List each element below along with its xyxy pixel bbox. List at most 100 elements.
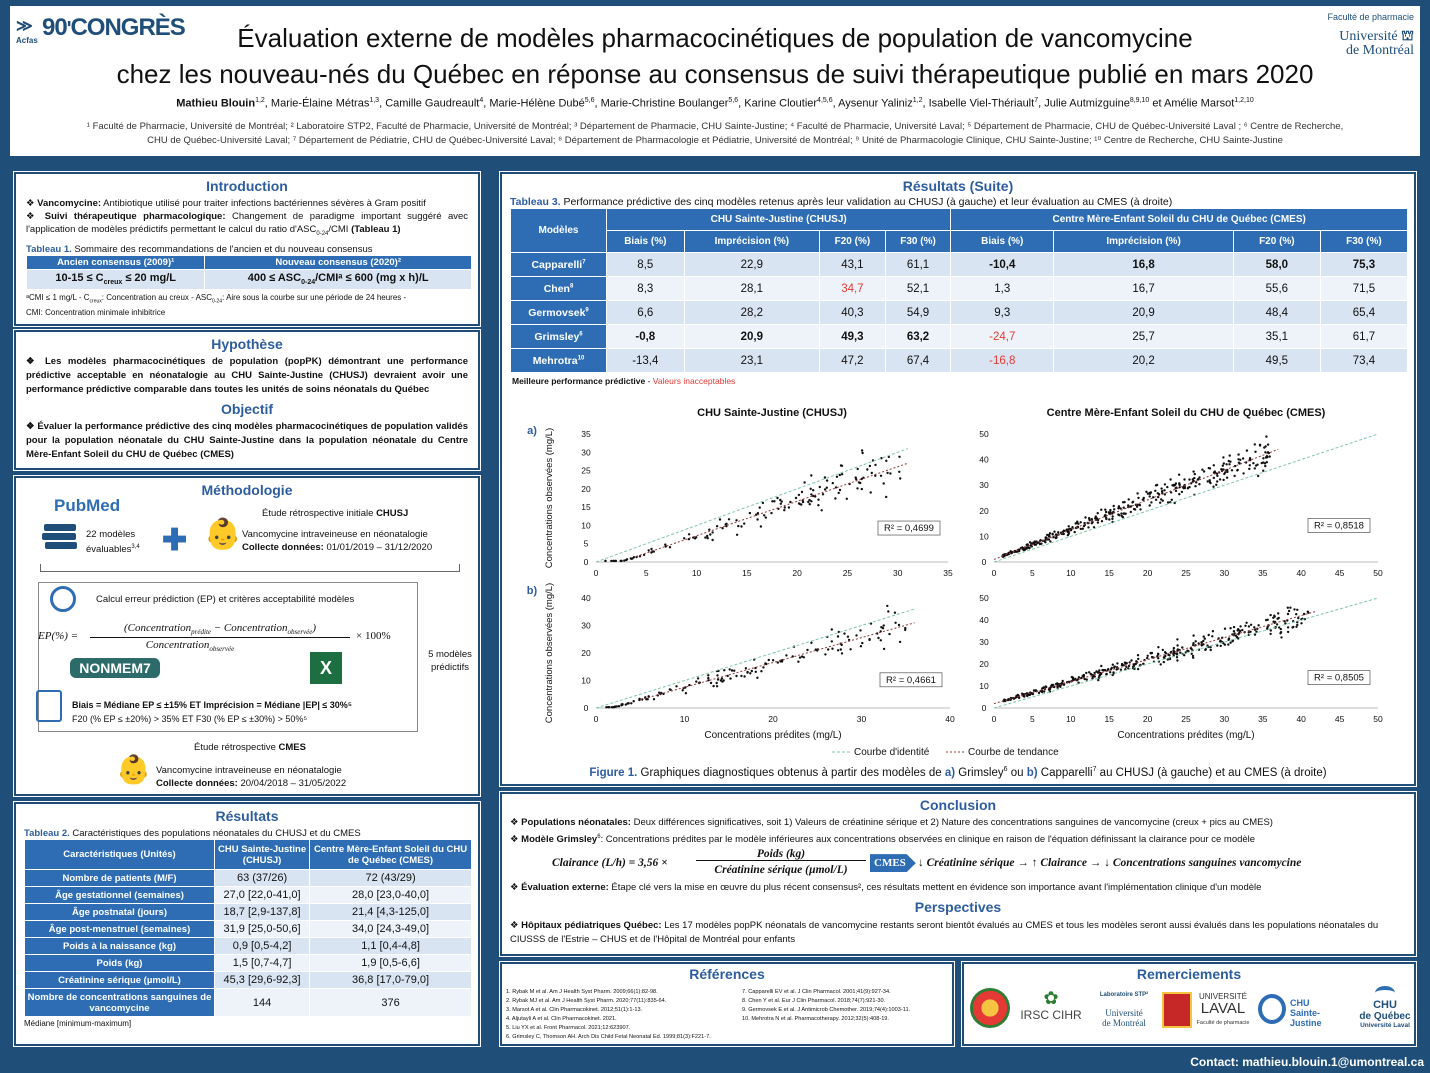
- data-point: [1160, 498, 1163, 501]
- data-point: [840, 652, 844, 655]
- data-point: [838, 473, 841, 477]
- table-3-group-chusj: CHU Sainte-Justine (CHUSJ): [605, 208, 952, 231]
- data-point: [669, 688, 672, 691]
- data-point: [1211, 630, 1215, 633]
- data-point: [831, 647, 834, 650]
- data-point: [856, 487, 859, 490]
- data-point: [1265, 618, 1268, 622]
- data-point: [1216, 480, 1219, 483]
- data-point: [1045, 685, 1048, 689]
- data-point: [866, 468, 869, 471]
- data-point: [1148, 504, 1151, 507]
- data-point: [617, 705, 621, 708]
- x-tick-label: 5: [1030, 714, 1035, 724]
- data-point: [604, 559, 607, 563]
- x-tick-label: 5: [644, 568, 649, 578]
- data-point: [779, 502, 782, 505]
- data-point: [855, 478, 858, 481]
- data-point: [1248, 464, 1251, 467]
- data-point: [625, 558, 629, 561]
- trend-line: [640, 622, 915, 701]
- data-point: [1291, 626, 1294, 629]
- poster-title: Évaluation externe de modèles pharmacoci…: [90, 20, 1340, 92]
- data-point: [904, 626, 907, 630]
- table-3: Modèles CHU Sainte-Justine (CHUSJ) Centr…: [510, 208, 1409, 373]
- author-affiliation-sup: 1,2: [912, 97, 923, 104]
- data-point: [887, 455, 890, 459]
- data-point: [1139, 508, 1142, 511]
- data-point: [897, 623, 901, 627]
- data-point: [1092, 526, 1096, 529]
- data-point: [1152, 496, 1155, 499]
- data-point: [1120, 514, 1123, 518]
- table-3-cell: 16,7: [1053, 276, 1234, 301]
- table-2-row-label: Âge postnatal (jours): [24, 903, 215, 921]
- data-point: [797, 660, 800, 663]
- table-2-header: Centre Mère-Enfant Soleil du CHU de Québ…: [309, 839, 472, 870]
- author-affiliation-sup: 1,2,10: [1234, 97, 1254, 104]
- data-point: [1129, 510, 1132, 514]
- data-point: [1253, 633, 1257, 636]
- data-point: [1120, 512, 1123, 515]
- poster-header: ≫ Acfas 90'CONGRÈS Évaluation externe de…: [10, 6, 1420, 156]
- data-point: [1085, 671, 1088, 675]
- data-point: [821, 493, 825, 496]
- data-point: [904, 628, 907, 632]
- table-3-legend: Meilleure performance prédictive - Valeu…: [512, 376, 736, 386]
- data-point: [1172, 652, 1175, 656]
- data-point: [800, 655, 804, 658]
- table-3-subheader: F20 (%): [1232, 230, 1321, 253]
- data-point: [1115, 668, 1118, 671]
- congress-logo: ≫ Acfas 90'CONGRÈS: [16, 14, 186, 45]
- data-point: [1077, 681, 1080, 684]
- data-point: [1192, 643, 1195, 647]
- data-point: [888, 632, 891, 636]
- data-point: [1043, 690, 1046, 693]
- data-point: [1225, 476, 1229, 479]
- data-point: [1071, 526, 1074, 529]
- udem-line-1: Université: [1339, 29, 1398, 44]
- author-affiliation-sup: 4,5,6: [817, 97, 833, 104]
- data-point: [1170, 498, 1173, 501]
- data-point: [1163, 489, 1166, 492]
- contact-email[interactable]: Contact: mathieu.blouin.1@umontreal.ca: [1190, 1055, 1424, 1069]
- data-point: [1222, 462, 1225, 465]
- data-point: [1116, 662, 1119, 665]
- data-point: [712, 684, 715, 688]
- legend-trend-label: Courbe de tendance: [968, 747, 1059, 758]
- x-tick-label: 10: [692, 568, 702, 578]
- x-tick-label: 25: [1181, 714, 1191, 724]
- data-point: [1225, 463, 1228, 466]
- conclusion-bullet-1: ❖ Populations néonatales: Deux différenc…: [510, 817, 1273, 828]
- data-point: [1296, 623, 1299, 627]
- data-point: [1277, 612, 1280, 615]
- data-point: [1202, 470, 1206, 473]
- table-2-cell: 45,3 [29,6-92,3]: [213, 971, 311, 989]
- chusj-figures-icon: [1258, 994, 1286, 1024]
- table-3-cell: 52,1: [884, 276, 952, 301]
- data-point: [1103, 514, 1106, 518]
- udem-tower-icon: ⛫: [1401, 29, 1414, 44]
- data-point: [861, 641, 864, 645]
- data-point: [820, 509, 823, 512]
- data-point: [611, 706, 615, 709]
- data-point: [1264, 451, 1267, 454]
- data-point: [1047, 538, 1051, 541]
- reference-item: 1. Rybak M et al. Am J Health Syst Pharm…: [506, 989, 658, 995]
- data-point: [839, 464, 843, 467]
- y-tick-label: 20: [979, 659, 989, 669]
- references-title: Références: [689, 966, 765, 982]
- data-point: [1136, 654, 1140, 657]
- data-point: [1257, 474, 1260, 478]
- data-point: [1279, 632, 1282, 635]
- x-tick-label: 35: [1258, 568, 1268, 578]
- acfas-label: Acfas: [16, 36, 38, 45]
- reference-item: 3. Marsot A et al. Clin Pharmacokinet. 2…: [506, 1007, 643, 1013]
- data-point: [722, 679, 725, 682]
- data-point: [1091, 675, 1094, 679]
- data-point: [1096, 512, 1099, 515]
- data-point: [1176, 649, 1179, 652]
- data-point: [810, 493, 813, 496]
- data-point: [696, 677, 700, 680]
- data-point: [1272, 620, 1275, 623]
